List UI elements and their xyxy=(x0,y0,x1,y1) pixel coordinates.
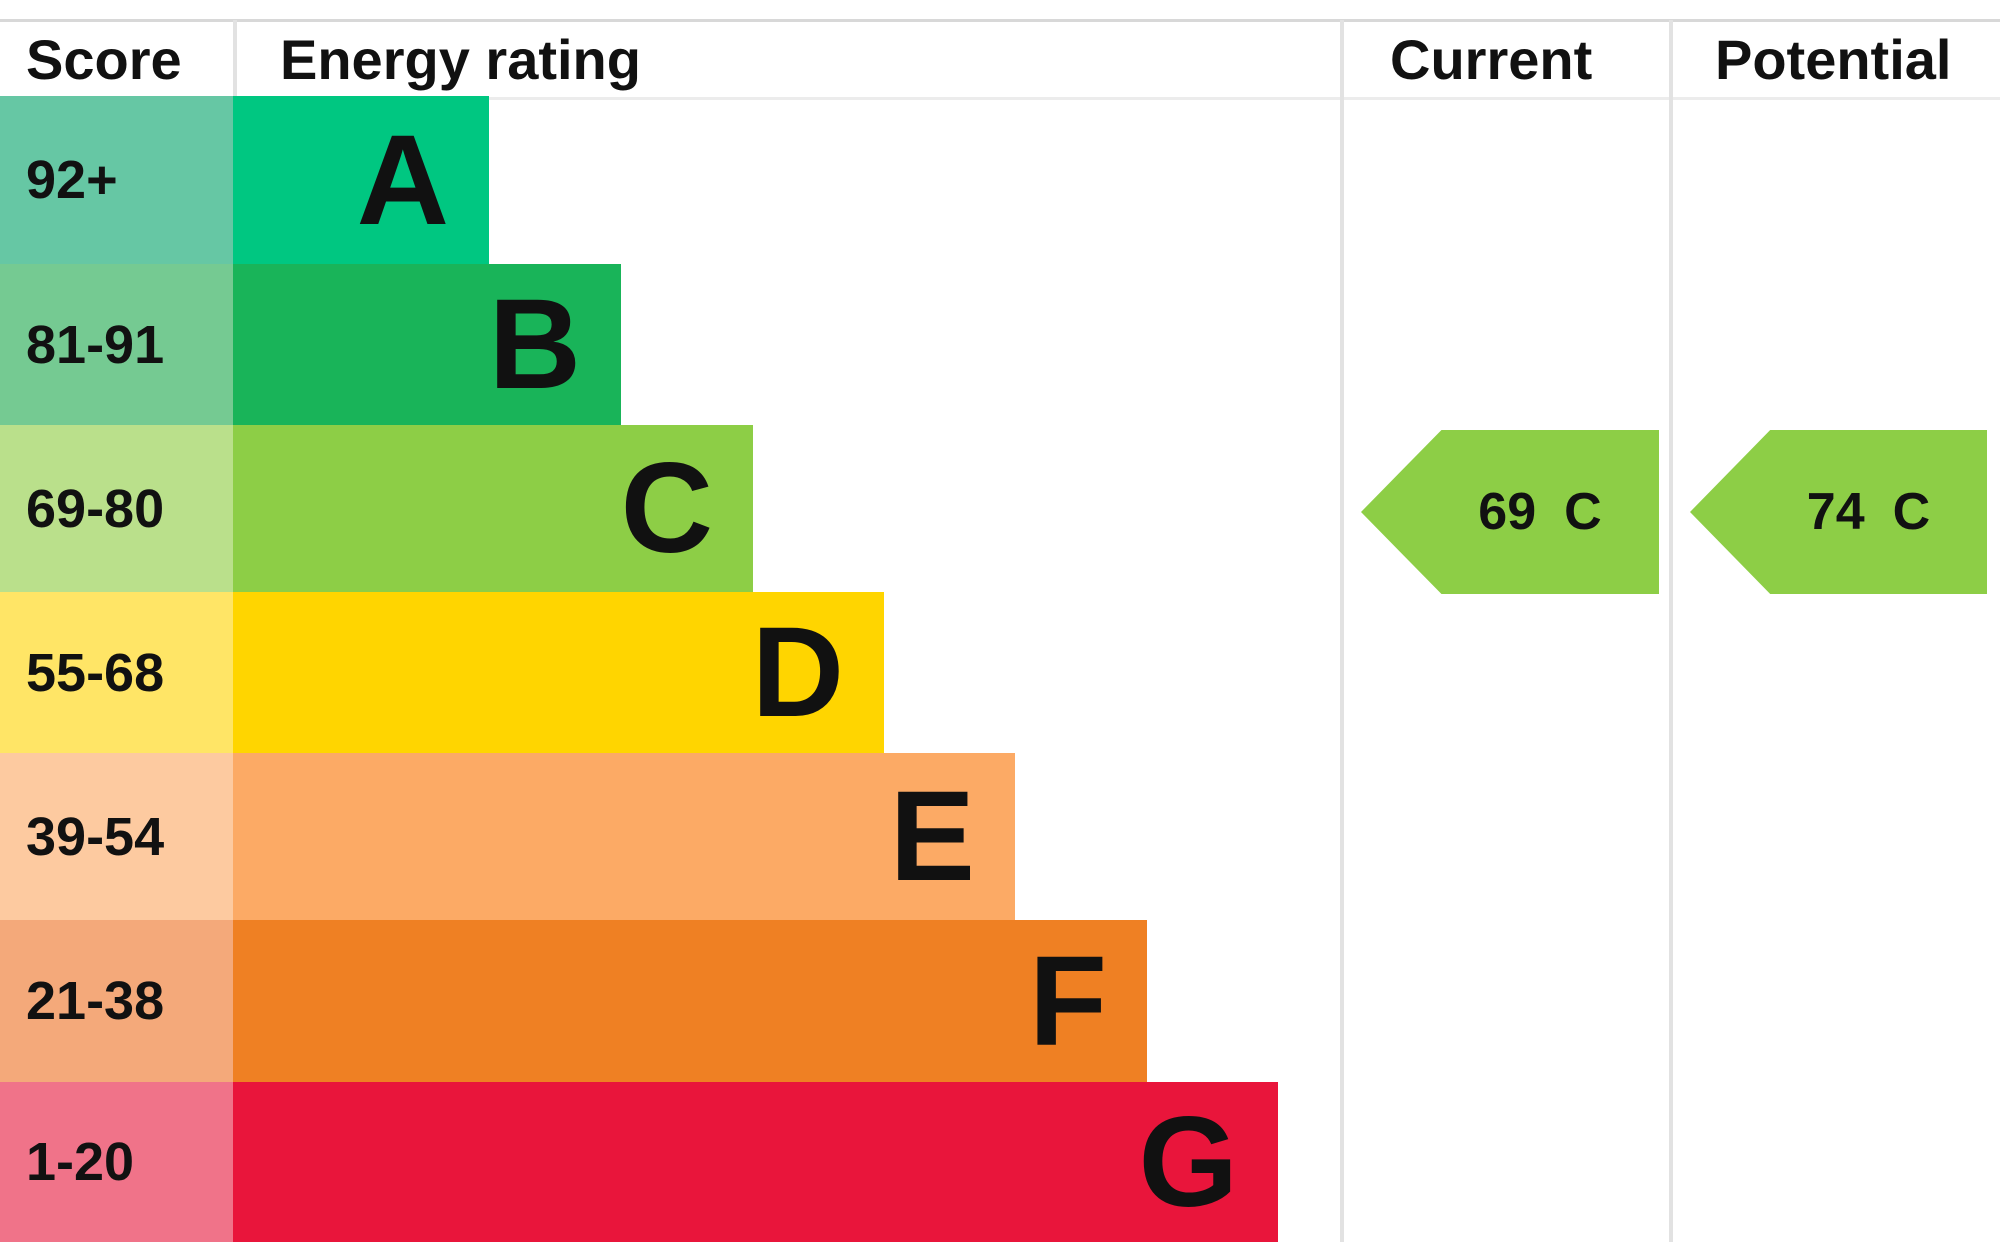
current-value: 69 xyxy=(1478,483,1537,541)
score-band-f: 21-38 xyxy=(0,920,233,1082)
score-band-c: 69-80 xyxy=(0,425,233,592)
potential-divider xyxy=(1669,20,1673,1242)
header-energy-rating: Energy rating xyxy=(280,28,641,91)
score-divider xyxy=(233,20,237,98)
rating-bar-f: F xyxy=(233,920,1147,1082)
rating-bar-b: B xyxy=(233,264,621,425)
potential-letter: C xyxy=(1892,483,1931,541)
rating-bar-a: A xyxy=(233,96,489,264)
score-band-b: 81-91 xyxy=(0,264,233,425)
header-top-border xyxy=(0,19,2000,22)
header-bottom-border xyxy=(0,97,2000,100)
current-divider xyxy=(1340,20,1344,1242)
potential-value: 74 xyxy=(1806,483,1865,541)
score-band-g: 1-20 xyxy=(0,1082,233,1242)
current-rating-arrow: 69 C xyxy=(1361,430,1659,594)
rating-bar-d: D xyxy=(233,592,884,753)
header-current: Current xyxy=(1390,28,1593,91)
score-band-d: 55-68 xyxy=(0,592,233,753)
potential-rating-arrow: 74 C xyxy=(1690,430,1987,594)
header-score: Score xyxy=(26,28,182,91)
rating-bar-e: E xyxy=(233,753,1015,920)
rating-bar-g: G xyxy=(233,1082,1278,1242)
current-letter: C xyxy=(1564,483,1602,541)
score-band-a: 92+ xyxy=(0,96,233,264)
header-potential: Potential xyxy=(1715,28,1952,91)
rating-bar-c: C xyxy=(233,425,753,592)
score-band-e: 39-54 xyxy=(0,753,233,920)
